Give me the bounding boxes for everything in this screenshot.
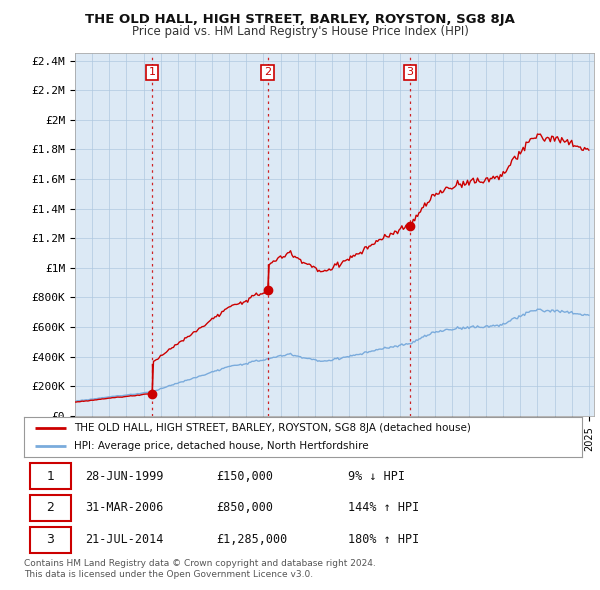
Text: 9% ↓ HPI: 9% ↓ HPI: [347, 470, 404, 483]
FancyBboxPatch shape: [29, 495, 71, 521]
Text: 1: 1: [148, 67, 155, 77]
Text: 31-MAR-2006: 31-MAR-2006: [85, 502, 164, 514]
Text: 3: 3: [47, 533, 55, 546]
Text: HPI: Average price, detached house, North Hertfordshire: HPI: Average price, detached house, Nort…: [74, 441, 369, 451]
Text: Price paid vs. HM Land Registry's House Price Index (HPI): Price paid vs. HM Land Registry's House …: [131, 25, 469, 38]
Text: THE OLD HALL, HIGH STREET, BARLEY, ROYSTON, SG8 8JA: THE OLD HALL, HIGH STREET, BARLEY, ROYST…: [85, 13, 515, 26]
Text: £850,000: £850,000: [217, 502, 274, 514]
Text: 21-JUL-2014: 21-JUL-2014: [85, 533, 164, 546]
FancyBboxPatch shape: [29, 527, 71, 553]
Text: THE OLD HALL, HIGH STREET, BARLEY, ROYSTON, SG8 8JA (detached house): THE OLD HALL, HIGH STREET, BARLEY, ROYST…: [74, 423, 471, 433]
Text: 3: 3: [406, 67, 413, 77]
Text: £1,285,000: £1,285,000: [217, 533, 288, 546]
FancyBboxPatch shape: [29, 463, 71, 489]
Text: 28-JUN-1999: 28-JUN-1999: [85, 470, 164, 483]
Text: 144% ↑ HPI: 144% ↑ HPI: [347, 502, 419, 514]
Text: 2: 2: [47, 502, 55, 514]
Text: Contains HM Land Registry data © Crown copyright and database right 2024.
This d: Contains HM Land Registry data © Crown c…: [24, 559, 376, 579]
Text: 1: 1: [47, 470, 55, 483]
Text: 180% ↑ HPI: 180% ↑ HPI: [347, 533, 419, 546]
Text: 2: 2: [264, 67, 271, 77]
Text: £150,000: £150,000: [217, 470, 274, 483]
